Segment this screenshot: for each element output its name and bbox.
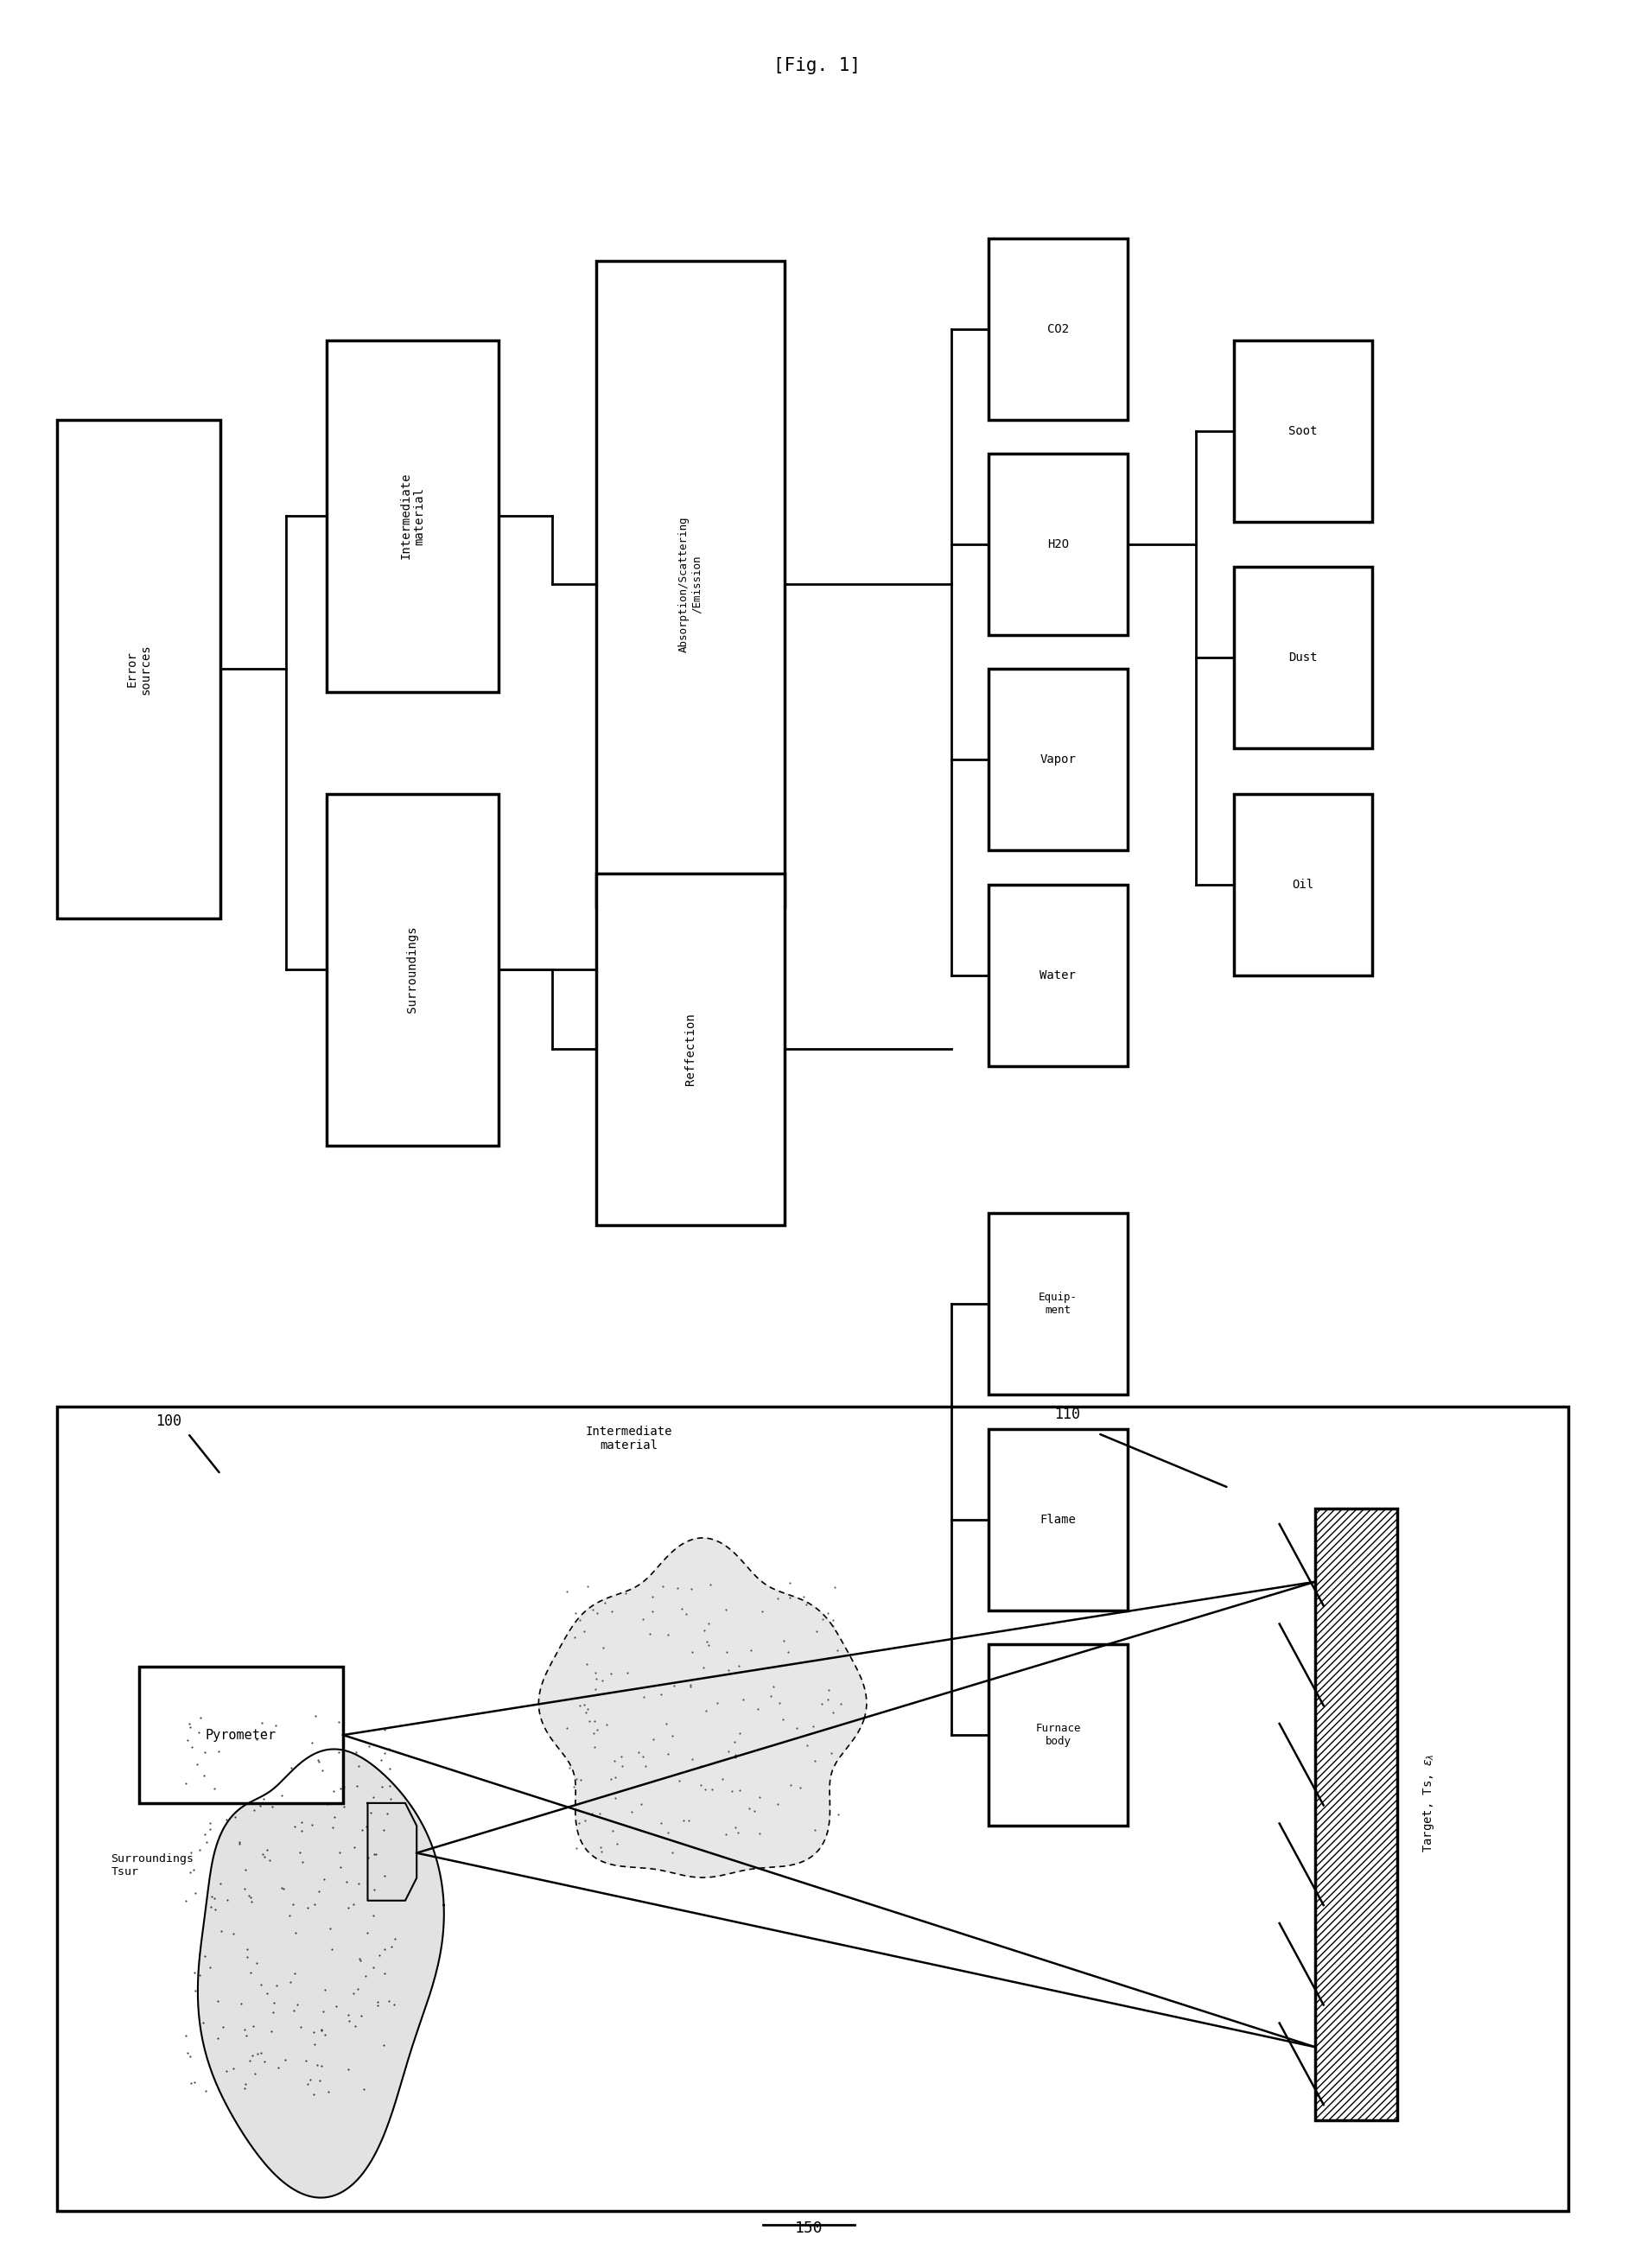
Text: Dust: Dust bbox=[1289, 651, 1317, 665]
Text: Error
sources: Error sources bbox=[126, 644, 152, 694]
Text: Surroundings
Tsur: Surroundings Tsur bbox=[111, 1853, 194, 1878]
Text: Pyrometer: Pyrometer bbox=[206, 1728, 276, 1742]
Bar bbox=[596, 261, 784, 907]
Text: Equip-
ment: Equip- ment bbox=[1039, 1293, 1077, 1315]
Text: Surroundings: Surroundings bbox=[407, 925, 418, 1014]
Text: 110: 110 bbox=[1054, 1406, 1080, 1422]
Bar bbox=[327, 340, 498, 692]
Polygon shape bbox=[539, 1538, 866, 1878]
Bar bbox=[1234, 567, 1373, 748]
Bar bbox=[1315, 1508, 1397, 2121]
Text: Furnace
body: Furnace body bbox=[1036, 1724, 1080, 1746]
Polygon shape bbox=[368, 1803, 417, 1901]
Text: CO2: CO2 bbox=[1047, 322, 1069, 336]
Text: Intermediate
material: Intermediate material bbox=[585, 1424, 673, 1452]
Bar bbox=[989, 454, 1127, 635]
Text: Oil: Oil bbox=[1292, 878, 1314, 891]
Bar bbox=[57, 420, 221, 919]
Bar bbox=[1234, 794, 1373, 975]
Text: H2O: H2O bbox=[1047, 538, 1069, 551]
Text: Reffection: Reffection bbox=[685, 1014, 696, 1084]
Text: 150: 150 bbox=[794, 2220, 824, 2236]
Polygon shape bbox=[198, 1749, 444, 2198]
Text: 100: 100 bbox=[155, 1413, 181, 1429]
Text: Water: Water bbox=[1039, 968, 1077, 982]
Text: [Fig. 1]: [Fig. 1] bbox=[773, 57, 861, 75]
Bar bbox=[327, 794, 498, 1145]
Text: Absorption/Scattering
/Emission: Absorption/Scattering /Emission bbox=[678, 517, 703, 653]
Bar bbox=[989, 1213, 1127, 1395]
Bar bbox=[1315, 1508, 1397, 2121]
Bar bbox=[989, 238, 1127, 420]
Bar bbox=[57, 1406, 1569, 2211]
Text: Vapor: Vapor bbox=[1039, 753, 1077, 767]
Bar bbox=[989, 669, 1127, 850]
Bar bbox=[139, 1667, 343, 1803]
Text: Target, Ts, $\varepsilon_\lambda$: Target, Ts, $\varepsilon_\lambda$ bbox=[1422, 1753, 1436, 1853]
Bar bbox=[1234, 340, 1373, 522]
Text: Flame: Flame bbox=[1039, 1513, 1077, 1526]
Bar bbox=[989, 885, 1127, 1066]
Bar bbox=[989, 1644, 1127, 1826]
Bar bbox=[989, 1429, 1127, 1610]
Bar bbox=[596, 873, 784, 1225]
Text: Soot: Soot bbox=[1289, 424, 1317, 438]
Text: Intermediate
material: Intermediate material bbox=[400, 472, 425, 560]
